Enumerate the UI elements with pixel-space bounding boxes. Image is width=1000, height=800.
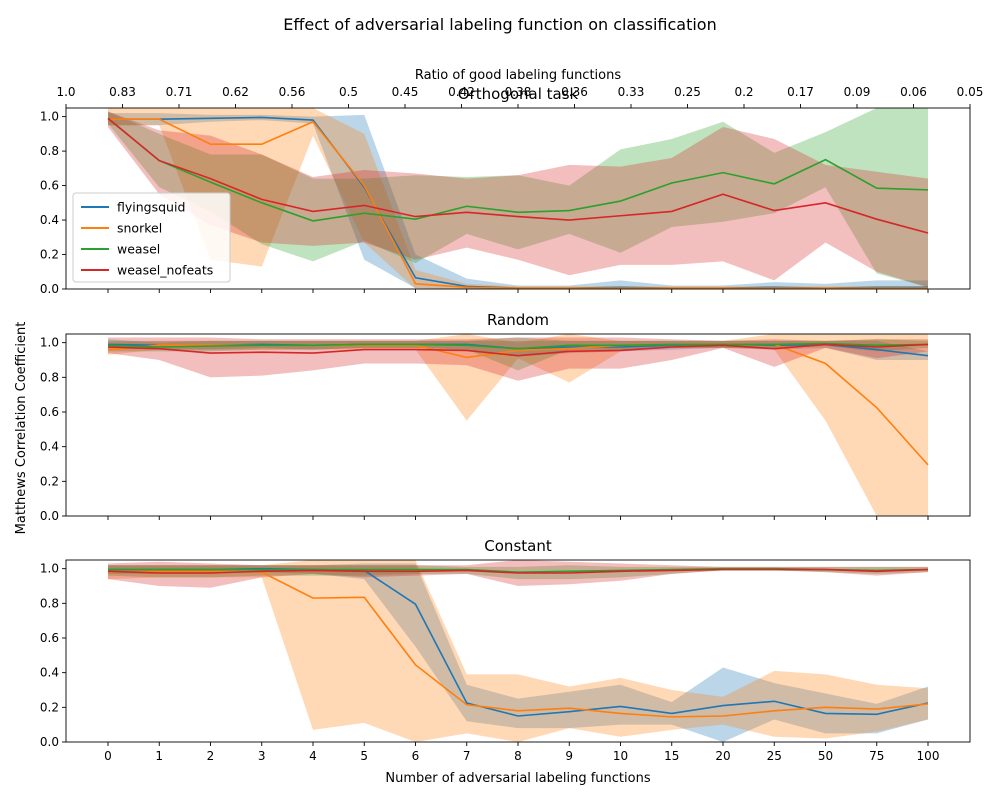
band-weasel [108, 108, 928, 288]
x-tick-label: 2 [207, 749, 215, 763]
bands [108, 108, 928, 289]
y-tick-label: 0.0 [40, 735, 59, 749]
series-lines [107, 342, 929, 466]
y-tick-label: 0.2 [40, 248, 59, 262]
y-tick-label: 0.4 [40, 213, 59, 227]
y-tick-label: 0.0 [40, 282, 59, 296]
x-tick-label: 100 [917, 749, 940, 763]
y-tick-label: 1.0 [40, 562, 59, 576]
band-flyingsquid [108, 563, 928, 742]
figure-title: Effect of adversarial labeling function … [283, 15, 716, 34]
x-tick-label: 20 [715, 749, 730, 763]
top-tick-label: 0.83 [109, 85, 136, 99]
x-axis-label: Number of adversarial labeling functions [385, 771, 650, 786]
x-tick-label: 4 [309, 749, 317, 763]
x-tick-label: 50 [818, 749, 833, 763]
legend-label-weasel: weasel [117, 242, 160, 257]
x-tick-label: 15 [664, 749, 679, 763]
x-tick-label: 7 [463, 749, 471, 763]
top-tick-label: 0.33 [618, 85, 645, 99]
y-tick-label: 1.0 [40, 336, 59, 350]
line-weasel_nofeats [107, 568, 929, 574]
top-tick-label: 0.09 [844, 85, 871, 99]
legend-label-snorkel: snorkel [117, 221, 162, 236]
band-snorkel [108, 334, 928, 516]
y-tick-label: 0.0 [40, 509, 59, 523]
y-tick-label: 0.8 [40, 596, 59, 610]
band-weasel_nofeats [108, 560, 928, 588]
panel-0: Orthogonal task 0.0 0.2 0.4 0.6 0.8 1.0 1.0 0.83… [40, 85, 983, 296]
secondary-x-axis-label: Ratio of good labeling functions [415, 68, 621, 83]
x-tick-label: 10 [613, 749, 628, 763]
top-tick-label: 0.5 [339, 85, 358, 99]
y-tick-label: 1.0 [40, 110, 59, 124]
line-weasel_nofeats [107, 343, 929, 357]
band-snorkel [108, 560, 928, 742]
top-tick-label: 0.71 [166, 85, 193, 99]
y-tick-label: 0.8 [40, 370, 59, 384]
x-tick-label: 5 [360, 749, 368, 763]
top-tick-label: 0.2 [734, 85, 753, 99]
x-tick-label: 0 [104, 749, 112, 763]
x-tick-label: 3 [258, 749, 266, 763]
bands [108, 334, 928, 516]
band-weasel_nofeats [108, 111, 928, 288]
panel-title: Random [487, 311, 549, 329]
top-tick-label: 0.36 [561, 85, 588, 99]
top-tick-label: 0.45 [392, 85, 419, 99]
x-tick-label: 1 [155, 749, 163, 763]
y-tick-label: 0.6 [40, 631, 59, 645]
y-tick-label: 0.2 [40, 474, 59, 488]
panel-2: Constant 0.0 0.2 0.4 0.6 0.8 1.0 0 1 2 3 4 5 6 7 8 9 10 15… [40, 537, 971, 763]
top-tick-label: 0.42 [448, 85, 475, 99]
line-weasel_nofeats [107, 117, 929, 234]
legend-label-flyingsquid: flyingsquid [117, 200, 185, 215]
y-axis-label: Matthews Correlation Coefficient [14, 322, 29, 535]
band-weasel_nofeats [108, 337, 928, 381]
top-tick-label: 0.05 [957, 85, 984, 99]
top-tick-label: 0.62 [222, 85, 249, 99]
legend: flyingsquid snorkel weasel weasel_nofeats [72, 192, 231, 283]
top-tick-label: 0.56 [279, 85, 306, 99]
x-tick-label: 75 [869, 749, 884, 763]
panel-1: Random 0.0 0.2 0.4 0.6 0.8 1.0 [40, 311, 971, 523]
x-tick-label: 9 [565, 749, 573, 763]
y-tick-label: 0.4 [40, 440, 59, 454]
top-tick-label: 0.17 [787, 85, 814, 99]
y-tick-label: 0.2 [40, 700, 59, 714]
x-tick-label: 6 [412, 749, 420, 763]
top-tick-label: 0.06 [900, 85, 927, 99]
y-tick-label: 0.6 [40, 405, 59, 419]
y-tick-label: 0.6 [40, 179, 59, 193]
line-weasel [107, 117, 929, 222]
top-tick-label: 0.25 [674, 85, 701, 99]
x-tick-label: 8 [514, 749, 522, 763]
x-tick-label: 25 [767, 749, 782, 763]
top-tick-label: 0.38 [505, 85, 532, 99]
line-weasel [107, 342, 929, 350]
series-lines [107, 567, 929, 718]
band-snorkel [108, 108, 928, 289]
bands [108, 560, 928, 742]
top-tick-label: 1.0 [56, 85, 75, 99]
legend-frame [72, 192, 231, 283]
y-tick-label: 0.4 [40, 666, 59, 680]
series-lines [107, 116, 929, 289]
y-tick-label: 0.8 [40, 144, 59, 158]
legend-label-weasel_nofeats: weasel_nofeats [117, 263, 213, 278]
line-snorkel [108, 118, 928, 289]
panel-title: Constant [484, 537, 552, 555]
panel-title: Orthogonal task [458, 85, 579, 103]
